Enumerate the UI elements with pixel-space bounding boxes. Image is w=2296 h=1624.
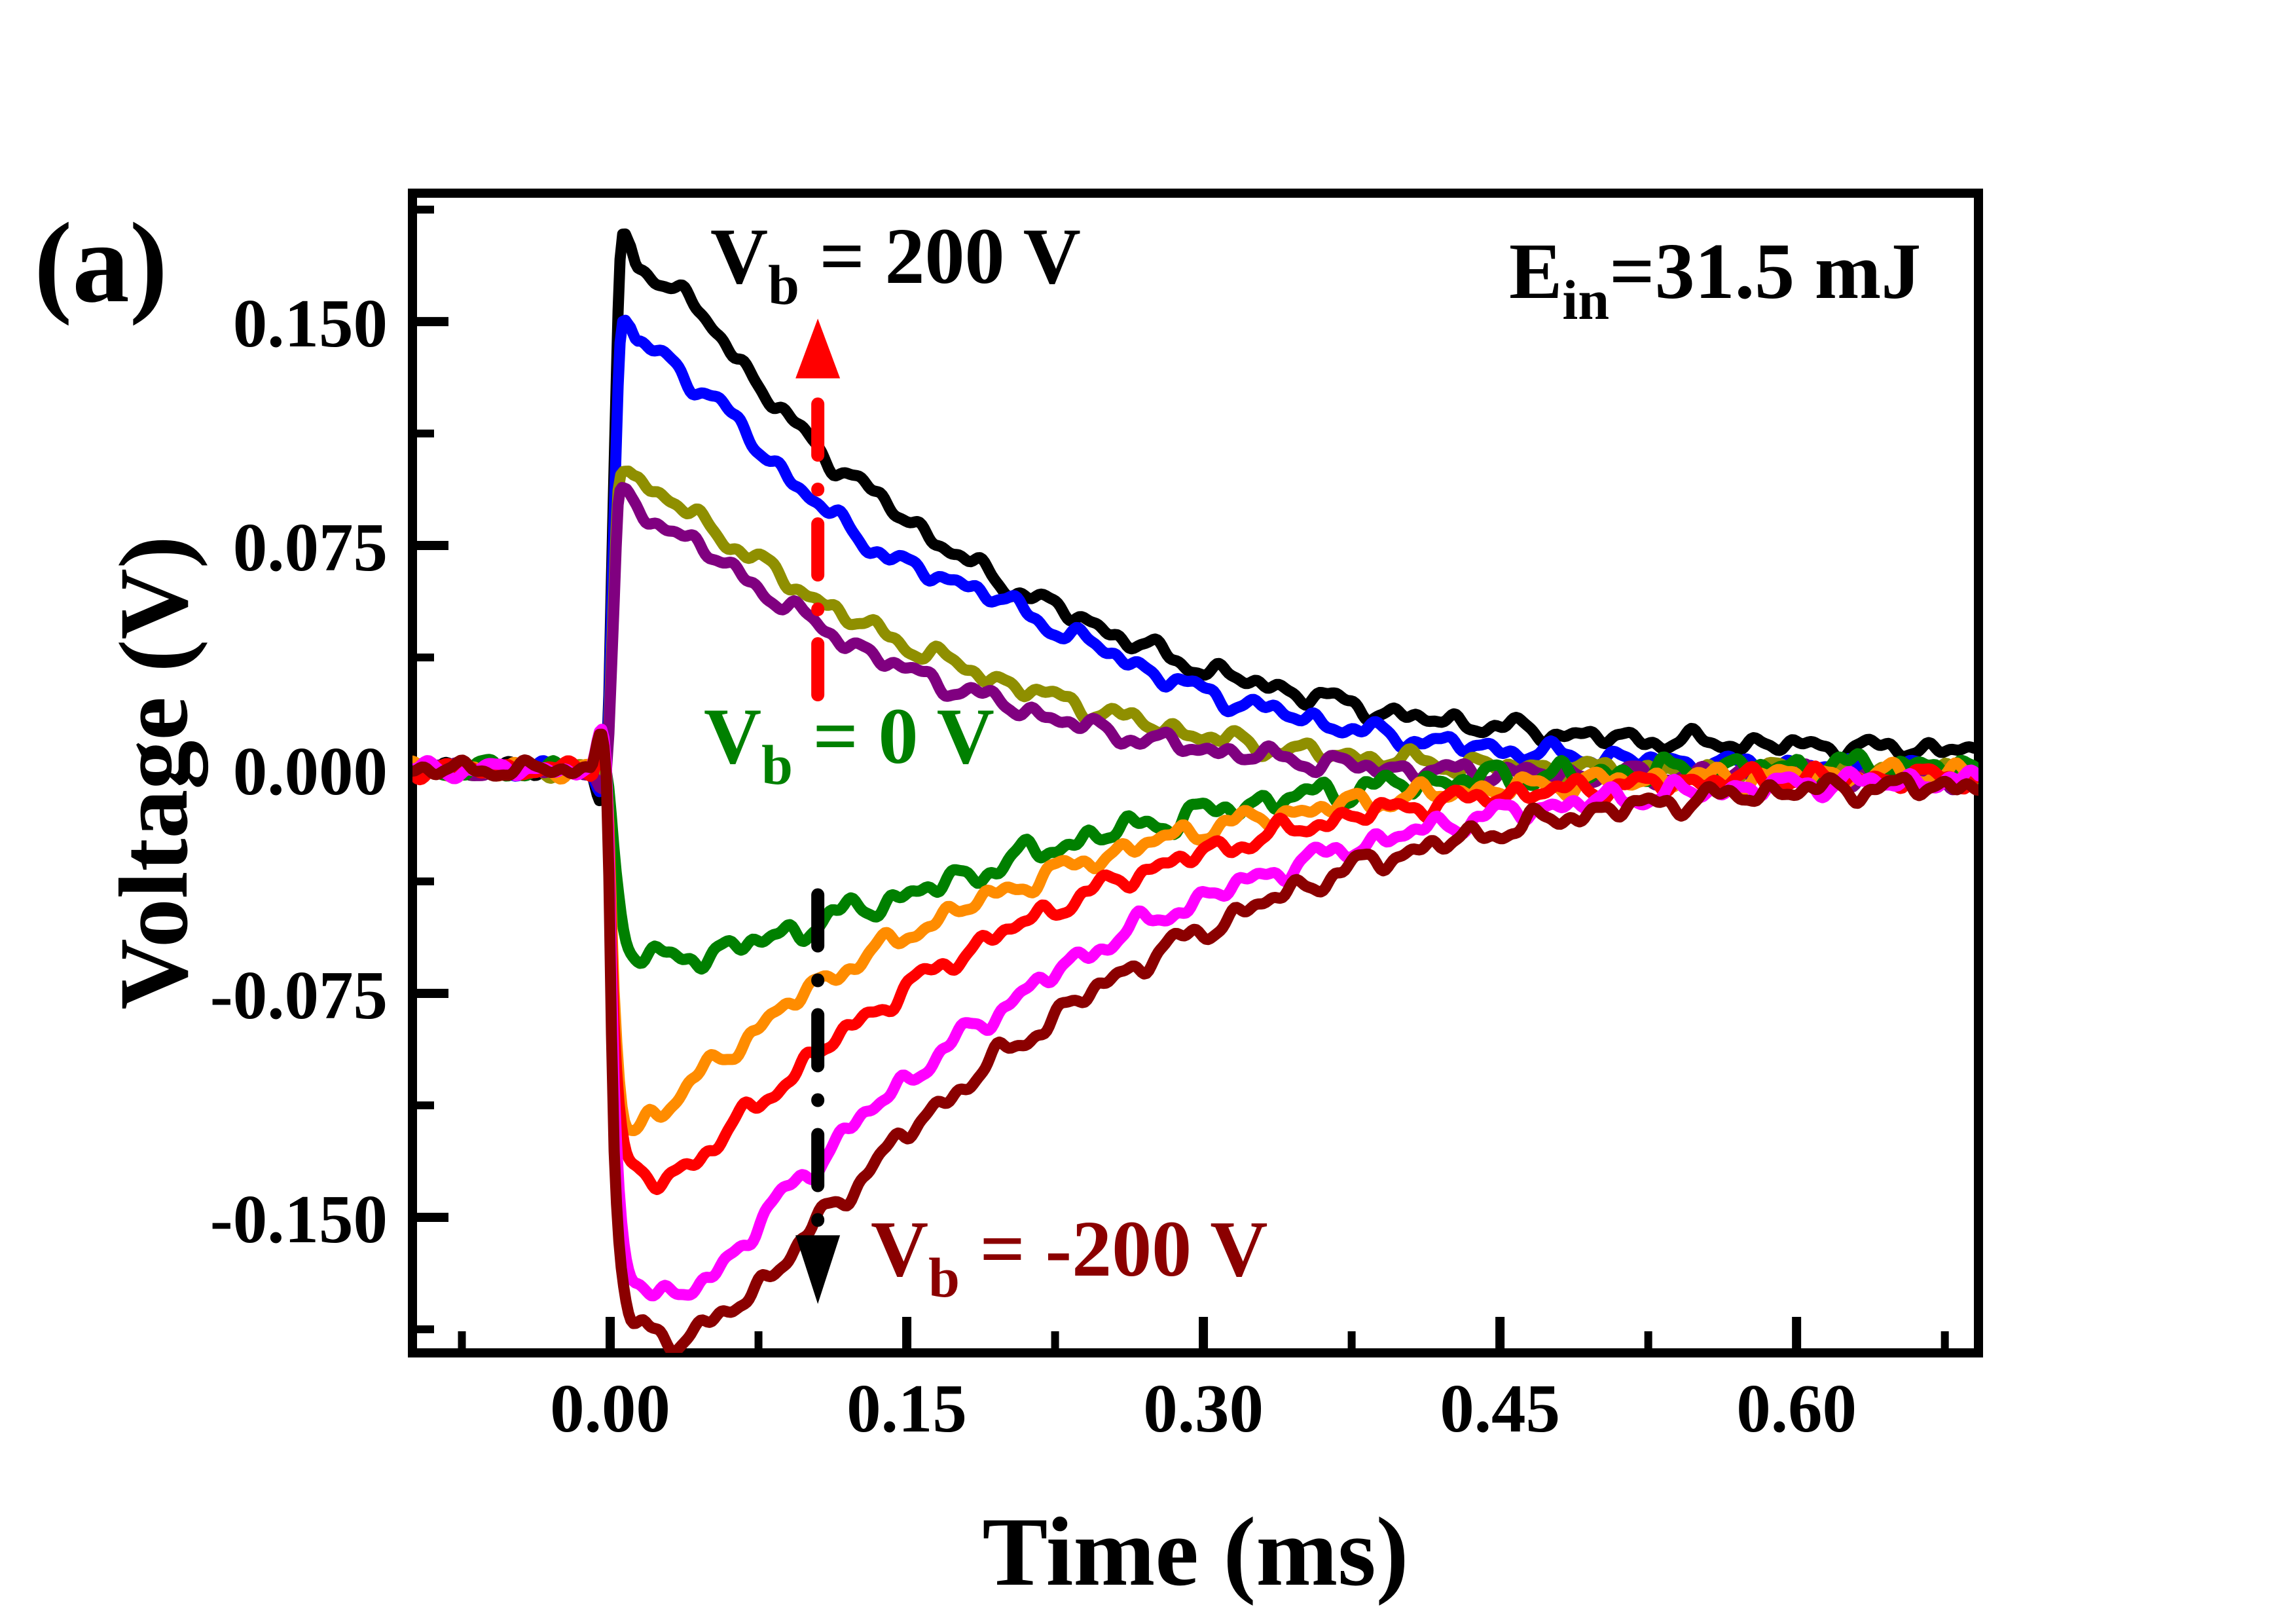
annotation-energy: Ein=31.5 mJ — [1509, 227, 1921, 331]
data-curves — [412, 228, 1978, 1353]
y-tick-label: -0.150 — [210, 1181, 388, 1257]
axis-ticks — [412, 206, 1949, 1353]
annotation-vb-200-value: = 200 V — [799, 212, 1081, 301]
annotation-vb-neg200-symbol: V — [871, 1205, 928, 1293]
arrow-head-down-icon — [795, 1235, 841, 1304]
x-tick-label: 0.15 — [847, 1370, 967, 1447]
annotation-vb-0: Vb = 0 V — [704, 692, 994, 796]
annotation-energy-value: =31.5 mJ — [1609, 227, 1921, 316]
annotation-vb-200-symbol: V — [710, 212, 768, 301]
annotation-vb-200: Vb = 200 V — [710, 212, 1081, 316]
annotation-energy-subscript: in — [1562, 268, 1609, 331]
curve-trace-red — [412, 744, 1978, 1195]
y-tick-label: 0.075 — [233, 509, 388, 585]
y-tick-label: -0.075 — [210, 957, 388, 1033]
annotation-energy-symbol: E — [1509, 227, 1562, 316]
annotation-vb-0-value: = 0 V — [793, 692, 994, 781]
annotation-vb-0-subscript: b — [761, 733, 793, 796]
x-tick-label: 0.00 — [550, 1370, 670, 1447]
annotation-vb-neg200: Vb = -200 V — [871, 1205, 1268, 1309]
curve-trace-green — [412, 748, 1978, 975]
annotation-vb-200-subscript: b — [768, 253, 799, 316]
annotation-vb-neg200-value: = -200 V — [960, 1205, 1268, 1293]
curve-trace-blue — [412, 314, 1978, 798]
y-axis-title: Voltage (V) — [100, 536, 208, 1010]
curve-trace-dark-red — [412, 728, 1978, 1353]
y-tick-label: 0.000 — [233, 733, 388, 809]
bias-direction-arrows — [795, 318, 841, 1304]
arrow-head-up-icon — [795, 318, 841, 378]
x-tick-label: 0.30 — [1143, 1370, 1264, 1447]
y-tick-label: 0.150 — [233, 285, 388, 361]
x-axis-title: Time (ms) — [982, 1498, 1408, 1606]
axis-tick-labels: 0.00 0.15 0.30 0.45 0.60 0.150 0.075 0.000 -0.07… — [210, 285, 1857, 1447]
curve-trace-black — [412, 228, 1978, 807]
annotation-vb-neg200-subscript: b — [928, 1246, 960, 1309]
curve-trace-orange — [412, 743, 1978, 1136]
panel-label: (a) — [34, 199, 168, 326]
x-tick-label: 0.60 — [1736, 1370, 1857, 1447]
annotation-vb-0-symbol: V — [704, 692, 761, 781]
x-tick-label: 0.45 — [1440, 1370, 1560, 1447]
